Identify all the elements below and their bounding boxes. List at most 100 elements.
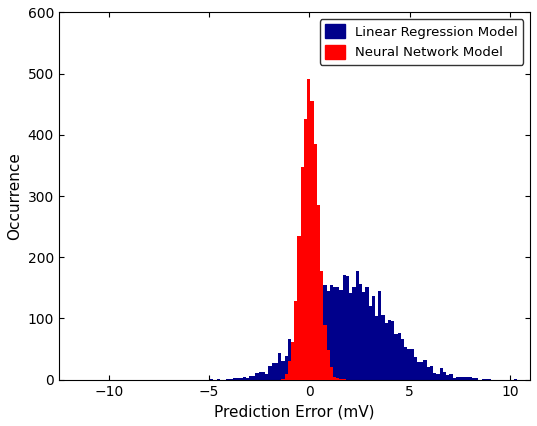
- Bar: [310, 311, 314, 380]
- Bar: [252, 376, 256, 380]
- Bar: [381, 315, 384, 380]
- Bar: [336, 287, 339, 380]
- Bar: [339, 379, 343, 380]
- Bar: [365, 287, 368, 380]
- Bar: [359, 284, 362, 380]
- Bar: [343, 275, 346, 380]
- Bar: [314, 144, 317, 380]
- Bar: [485, 379, 488, 380]
- Bar: [236, 378, 240, 380]
- Bar: [388, 320, 391, 380]
- Bar: [288, 361, 291, 380]
- Bar: [333, 287, 336, 380]
- Bar: [443, 371, 446, 380]
- Bar: [472, 378, 475, 380]
- Bar: [291, 343, 294, 380]
- Bar: [304, 119, 307, 380]
- Bar: [475, 378, 478, 380]
- Bar: [339, 290, 343, 380]
- Bar: [304, 321, 307, 380]
- Bar: [427, 367, 430, 380]
- Bar: [314, 304, 317, 380]
- Bar: [301, 329, 304, 380]
- Bar: [333, 377, 336, 380]
- Bar: [413, 357, 417, 380]
- Bar: [294, 301, 297, 380]
- Bar: [430, 366, 433, 380]
- Bar: [278, 353, 281, 380]
- Bar: [394, 334, 397, 380]
- Bar: [397, 333, 401, 380]
- Bar: [368, 305, 372, 380]
- Bar: [488, 379, 491, 380]
- Bar: [384, 323, 388, 380]
- Bar: [437, 374, 440, 380]
- Bar: [446, 375, 449, 380]
- Bar: [227, 379, 230, 380]
- Bar: [469, 377, 472, 380]
- Bar: [404, 347, 407, 380]
- Bar: [210, 379, 214, 380]
- Bar: [453, 378, 456, 380]
- Bar: [326, 291, 330, 380]
- Bar: [482, 379, 485, 380]
- Bar: [440, 368, 443, 380]
- Bar: [466, 377, 469, 380]
- Bar: [326, 350, 330, 380]
- Bar: [355, 271, 359, 380]
- Bar: [417, 362, 420, 380]
- Bar: [297, 236, 301, 380]
- Bar: [285, 374, 288, 380]
- Bar: [259, 372, 262, 380]
- Bar: [362, 291, 365, 380]
- Bar: [307, 78, 310, 380]
- Bar: [456, 377, 459, 380]
- Bar: [281, 379, 285, 380]
- Bar: [240, 378, 243, 380]
- Bar: [307, 322, 310, 380]
- Bar: [230, 379, 233, 380]
- Bar: [317, 205, 320, 380]
- Bar: [281, 361, 285, 380]
- Bar: [320, 271, 323, 380]
- Bar: [401, 339, 404, 380]
- Bar: [378, 291, 381, 380]
- Y-axis label: Occurrence: Occurrence: [7, 152, 22, 240]
- Bar: [449, 374, 453, 380]
- Bar: [291, 345, 294, 380]
- Bar: [407, 349, 410, 380]
- Bar: [514, 379, 517, 380]
- Bar: [256, 373, 259, 380]
- Bar: [294, 339, 297, 380]
- Bar: [459, 377, 462, 380]
- Bar: [297, 339, 301, 380]
- Bar: [410, 349, 413, 380]
- Bar: [462, 377, 466, 380]
- Legend: Linear Regression Model, Neural Network Model: Linear Regression Model, Neural Network …: [320, 19, 524, 65]
- Bar: [330, 285, 333, 380]
- Bar: [433, 373, 437, 380]
- Bar: [349, 293, 352, 380]
- Bar: [320, 288, 323, 380]
- Bar: [323, 325, 326, 380]
- Bar: [310, 101, 314, 380]
- Bar: [285, 356, 288, 380]
- Bar: [352, 287, 355, 380]
- Bar: [249, 376, 252, 380]
- Bar: [262, 372, 265, 380]
- Bar: [346, 276, 349, 380]
- Bar: [323, 285, 326, 380]
- X-axis label: Prediction Error (mV): Prediction Error (mV): [214, 404, 375, 419]
- Bar: [243, 377, 246, 380]
- Bar: [375, 316, 378, 380]
- Bar: [391, 321, 394, 380]
- Bar: [217, 379, 220, 380]
- Bar: [275, 363, 278, 380]
- Bar: [233, 378, 236, 380]
- Bar: [424, 360, 427, 380]
- Bar: [272, 363, 275, 380]
- Bar: [246, 378, 249, 380]
- Bar: [420, 362, 424, 380]
- Bar: [330, 367, 333, 380]
- Bar: [317, 309, 320, 380]
